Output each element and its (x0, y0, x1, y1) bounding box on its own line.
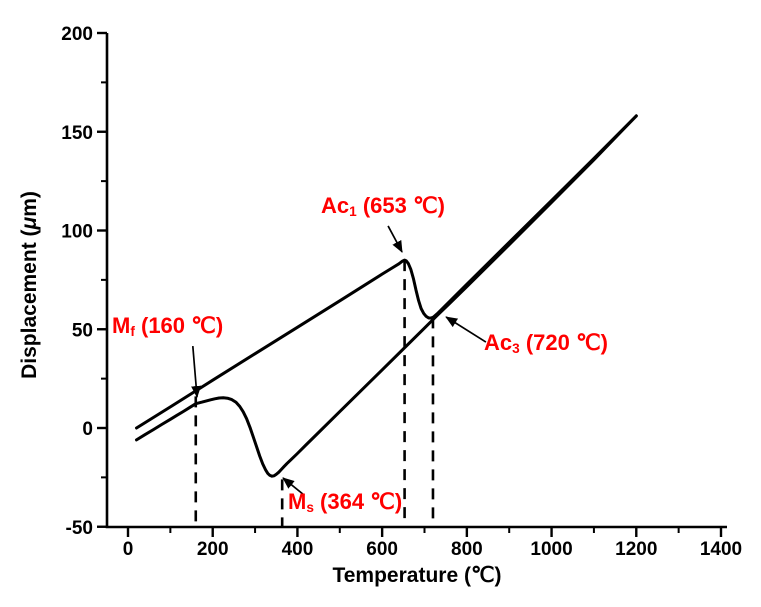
annotation-mf-symbol: M (112, 313, 131, 338)
annotation-ms-symbol: M (288, 489, 307, 514)
annotation-ms-subscript: s (306, 500, 314, 515)
annotation-arrow-ac3 (445, 316, 487, 343)
annotation-ac3-subscript: 3 (512, 341, 520, 356)
annotation-ac1: Ac1 (653 ℃) (321, 193, 445, 219)
y-tick-label: 150 (61, 123, 93, 144)
cooling-curve (135, 114, 638, 478)
annotation-ac1-symbol: Ac (321, 193, 350, 218)
annotation-ac3: Ac3 (720 ℃) (484, 330, 608, 356)
annotation-arrow-ms (282, 477, 305, 496)
y-axis-title-post: m) (18, 191, 41, 217)
mu-symbol: μ (18, 216, 41, 230)
x-tick-label: 200 (197, 539, 229, 560)
annotation-arrow-mf (191, 345, 202, 398)
annotation-ms-value: (364 ℃) (313, 489, 403, 514)
x-tick-label: 0 (123, 539, 134, 560)
y-tick-label: 0 (82, 419, 93, 440)
y-tick-label: -50 (66, 518, 93, 539)
annotation-mf: Mf (160 ℃) (112, 313, 224, 339)
annotation-ac1-value: (653 ℃) (356, 193, 445, 218)
x-axis-title: Temperature (℃) (332, 564, 502, 587)
y-axis-title: Displacement (μm) (18, 191, 42, 379)
y-tick-label: 100 (61, 222, 93, 243)
y-axis-title-pre: Displacement ( (18, 229, 41, 379)
x-tick-label: 800 (451, 539, 483, 560)
y-tick-label: 200 (61, 24, 93, 45)
annotation-ms: Ms (364 ℃) (288, 489, 403, 515)
x-tick-label: 600 (366, 539, 398, 560)
annotation-mf-subscript: f (130, 324, 135, 339)
x-tick-label: 400 (282, 539, 314, 560)
axes-lines (105, 33, 727, 529)
heating-curve (135, 114, 638, 430)
annotation-arrow-ac1 (387, 225, 403, 253)
x-tick-label: 1200 (615, 539, 657, 560)
y-tick-label: 50 (72, 320, 93, 341)
annotation-ac3-symbol: Ac (484, 330, 513, 355)
annotation-ac3-value: (720 ℃) (519, 330, 608, 355)
annotation-ac1-subscript: 1 (349, 204, 357, 219)
x-tick-label: 1400 (700, 539, 742, 560)
x-tick-label: 1000 (530, 539, 572, 560)
annotation-mf-value: (160 ℃) (134, 313, 224, 338)
